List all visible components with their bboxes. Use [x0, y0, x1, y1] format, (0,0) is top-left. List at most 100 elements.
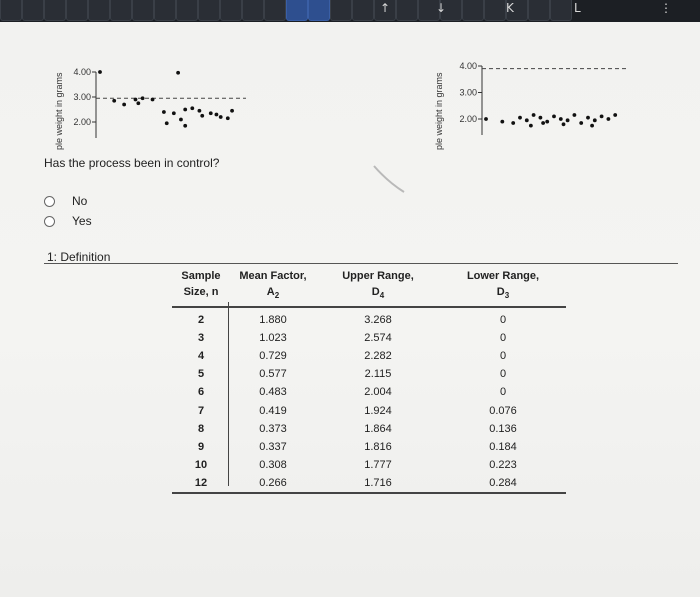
data-point: [98, 70, 102, 74]
keyboard-key: [0, 0, 22, 21]
y-tick-label: 4.00: [73, 67, 91, 77]
cell-lower-range: 0: [499, 386, 507, 399]
cell-mean-factor: 0.308: [259, 458, 287, 471]
cell-mean-factor: 1.023: [259, 332, 287, 345]
keyboard-key: [242, 0, 264, 21]
cell-mean-factor: 0.373: [259, 422, 287, 435]
table-row: 7 0.419 1.924 0.076: [172, 401, 566, 419]
cell-lower-range: 0: [499, 350, 507, 363]
data-point: [592, 118, 597, 123]
definition-title: 1: Definition: [47, 250, 111, 264]
keyboard-key: [110, 0, 132, 21]
keyboard-key: [154, 0, 176, 21]
cell-lower-range: 0.136: [489, 422, 517, 435]
data-point: [183, 123, 188, 128]
cell-mean-factor: 0.266: [259, 476, 287, 489]
cell-upper-range: 1.777: [364, 458, 392, 471]
data-point: [565, 118, 570, 123]
data-point: [150, 97, 155, 102]
data-point: [183, 107, 188, 112]
keyboard-key: [352, 0, 374, 21]
screen-glare: [370, 160, 410, 196]
table-row: 6 0.483 2.004 0: [172, 383, 566, 401]
data-point: [176, 70, 181, 75]
y-tick-label: 2.00: [459, 114, 477, 124]
data-point: [599, 114, 604, 119]
cell-lower-range: 0.223: [489, 458, 517, 471]
table-row: 2 1.880 3.268 0: [172, 307, 566, 329]
table-row: 8 0.373 1.864 0.136: [172, 420, 566, 438]
cell-upper-range: 3.268: [364, 314, 392, 327]
cell-sample-size: 8: [197, 422, 205, 435]
question-text: Has the process been in control?: [44, 156, 220, 170]
cell-sample-size: 3: [197, 332, 205, 345]
data-point: [162, 110, 166, 114]
data-point: [230, 108, 234, 113]
cell-lower-range: 0: [499, 368, 507, 381]
header-sample-line2: Size, n: [183, 286, 219, 298]
keyboard-key: [374, 0, 396, 21]
left-control-chart: ple weight in grams 4.00 3.00 2.00: [40, 55, 260, 155]
y-tick-label: 4.00: [459, 61, 477, 71]
data-point: [140, 96, 145, 101]
data-point: [133, 97, 138, 102]
keyboard-key: [418, 0, 440, 21]
cell-lower-range: 0: [499, 332, 507, 345]
right-control-chart-svg: ple weight in grams 4.00 3.00 2.00: [434, 61, 626, 150]
keyboard-key: [330, 0, 352, 21]
header-mean-factor: Mean Factor,: [239, 270, 307, 282]
y-axis-label: ple weight in grams: [434, 72, 444, 150]
cell-sample-size: 9: [197, 440, 205, 453]
radio-no[interactable]: [44, 195, 55, 207]
table-row: 10 0.308 1.777 0.223: [172, 456, 566, 474]
keyboard-key: [462, 0, 484, 21]
data-point: [579, 121, 584, 125]
header-d4-symbol: D4: [371, 286, 385, 300]
cell-sample-size: 12: [194, 476, 208, 489]
table-row: 4 0.729 2.282 0: [172, 347, 566, 365]
header-lower-range: Lower Range,: [466, 270, 540, 282]
cell-sample-size: 6: [197, 386, 205, 399]
keyboard-key: [550, 0, 572, 21]
cell-lower-range: 0: [499, 314, 507, 327]
data-point: [164, 121, 169, 126]
data-point: [558, 117, 563, 121]
data-point: [590, 123, 594, 128]
kb-more-label: ⋮: [660, 1, 672, 15]
kb-up-label: ↑: [380, 1, 391, 15]
data-point: [136, 101, 141, 106]
option-no[interactable]: No: [44, 194, 87, 208]
data-point: [552, 114, 556, 119]
cell-mean-factor: 0.729: [259, 350, 287, 363]
data-point: [197, 108, 202, 113]
keyboard-key: [286, 0, 308, 21]
cell-lower-range: 0.284: [489, 476, 517, 489]
keyboard-key: [44, 0, 66, 21]
data-point: [214, 112, 219, 117]
cell-mean-factor: 0.419: [259, 404, 287, 417]
keyboard-key: [484, 0, 506, 21]
cell-upper-range: 2.115: [364, 368, 392, 381]
kb-down-label: ↓: [436, 1, 447, 15]
option-no-label: No: [72, 194, 88, 208]
keyboard-key: [132, 0, 154, 21]
data-point: [190, 106, 195, 111]
data-point: [518, 115, 522, 120]
keyboard-key: [22, 0, 44, 21]
data-point: [484, 117, 488, 121]
cell-upper-range: 2.574: [364, 332, 392, 345]
cell-mean-factor: 0.577: [259, 368, 287, 381]
data-point: [528, 123, 533, 128]
cell-mean-factor: 0.483: [259, 386, 287, 399]
option-yes[interactable]: Yes: [44, 214, 92, 228]
y-tick-label: 2.00: [73, 117, 91, 127]
radio-yes[interactable]: [44, 215, 55, 227]
kb-k-label: K: [506, 1, 514, 15]
data-point: [531, 113, 536, 117]
data-point: [541, 121, 546, 125]
option-yes-label: Yes: [72, 214, 92, 228]
data-point: [613, 113, 618, 117]
definition-divider: [44, 263, 678, 264]
cell-upper-range: 2.004: [364, 386, 392, 399]
cell-upper-range: 2.282: [364, 350, 392, 363]
